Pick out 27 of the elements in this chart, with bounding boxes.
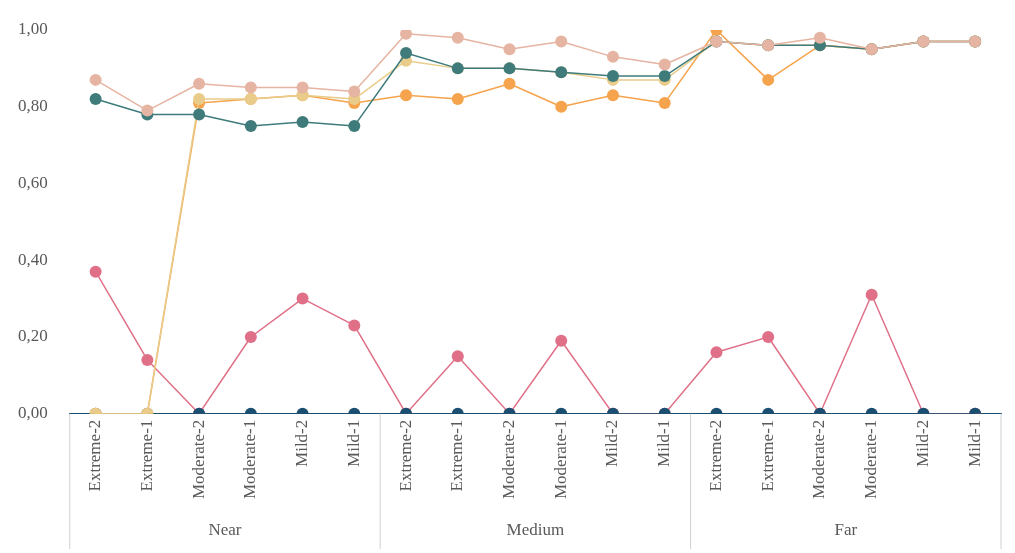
text: Medium: [506, 520, 565, 540]
x-tick-label: Extreme-2: [395, 419, 415, 492]
x-tick-label: Moderate-2: [188, 419, 208, 500]
x-tick-label: Mild-1: [654, 419, 674, 467]
x-tick-label: Mild-2: [602, 419, 622, 467]
x-tick-label: Extreme-2: [705, 419, 725, 492]
x-tick-label: Mild-1: [343, 419, 363, 467]
y-tick-label: 0,40: [18, 249, 48, 269]
x-tick-label: Extreme-1: [447, 419, 467, 492]
x-tick-label: Extreme-1: [136, 419, 156, 492]
x-tick-label: Moderate-1: [550, 419, 570, 500]
y-tick-label: 0,60: [18, 172, 48, 192]
y-tick-label: 0,80: [18, 96, 48, 116]
x-tick-label: Extreme-2: [85, 419, 105, 492]
x-tick-label: Moderate-2: [809, 419, 829, 500]
x-tick-label: Moderate-1: [861, 419, 881, 500]
x-tick-label: Moderate-1: [240, 419, 260, 500]
x-tick-label: Mild-2: [912, 419, 932, 467]
y-tick-label: 1,00: [18, 19, 48, 39]
x-tick-label: Moderate-2: [498, 419, 518, 500]
x-tick-label: Extreme-1: [757, 419, 777, 492]
text: Far: [834, 520, 858, 540]
text: Near: [208, 520, 242, 540]
x-tick-label: Mild-1: [964, 419, 984, 467]
y-tick-label: 0,20: [18, 326, 48, 346]
y-tick-label: 0,00: [18, 403, 48, 423]
x-tick-label: Mild-2: [292, 419, 312, 467]
